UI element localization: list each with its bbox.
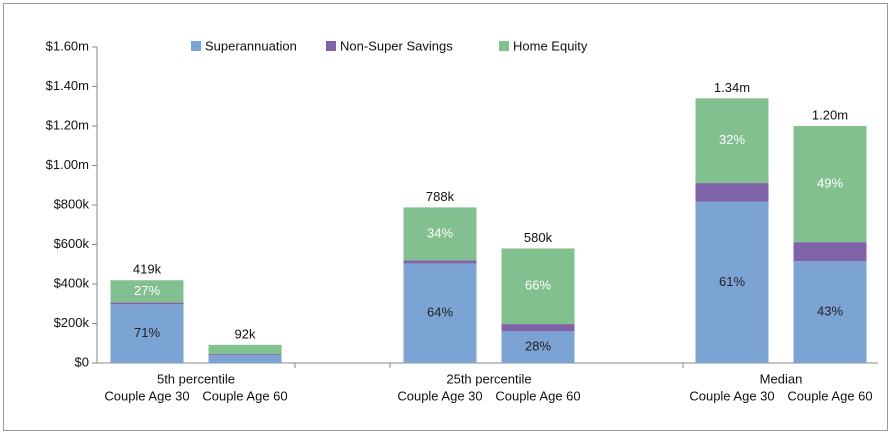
bar-segment: [110, 302, 184, 305]
legend-swatch: [191, 41, 201, 51]
share-label: 64%: [427, 305, 453, 320]
legend-label: Superannuation: [205, 38, 297, 53]
bar-segment: [501, 331, 575, 363]
y-tick-label: $1.00m: [46, 157, 89, 172]
y-tick-label: $1.20m: [46, 117, 89, 132]
x-tick-label: Couple Age 60: [495, 388, 580, 403]
total-label: 1.20m: [812, 107, 848, 122]
total-label: 419k: [133, 262, 162, 277]
y-tick-label: $1.40m: [46, 78, 89, 93]
bar-segment: [403, 260, 477, 264]
x-tick-label: Couple Age 30: [689, 388, 774, 403]
total-label: 788k: [426, 189, 455, 204]
bar-segment: [403, 207, 477, 261]
share-label: 28%: [525, 338, 551, 353]
bar-segment: [695, 183, 769, 202]
share-label: 34%: [427, 225, 453, 240]
group-label: 5th percentile: [157, 371, 235, 386]
y-tick-label: $400k: [54, 275, 90, 290]
bar-segment: [793, 126, 867, 243]
total-label: 1.34m: [714, 80, 750, 95]
share-label: 71%: [134, 325, 160, 340]
bar-segment: [695, 201, 769, 363]
bar-segment: [110, 304, 184, 363]
share-label: 32%: [719, 132, 745, 147]
share-label: 43%: [817, 303, 843, 318]
bar-segment: [501, 324, 575, 332]
y-tick-label: $0: [75, 354, 89, 369]
legend-label: Home Equity: [513, 38, 588, 53]
y-tick-label: $800k: [54, 196, 90, 211]
total-label: 92k: [235, 326, 256, 341]
legend-swatch: [326, 41, 336, 51]
x-tick-label: Couple Age 60: [202, 388, 287, 403]
bar-segment: [208, 355, 282, 363]
share-label: 49%: [817, 176, 843, 191]
x-tick-label: Couple Age 30: [104, 388, 189, 403]
share-label: 61%: [719, 274, 745, 289]
bar-segment: [208, 344, 282, 355]
y-tick-label: $200k: [54, 315, 90, 330]
bar-segment: [793, 261, 867, 363]
x-tick-label: Couple Age 60: [787, 388, 872, 403]
x-tick-label: Couple Age 30: [397, 388, 482, 403]
group-label: 25th percentile: [446, 371, 531, 386]
y-tick-label: $600k: [54, 236, 90, 251]
group-label: Median: [760, 371, 803, 386]
total-label: 580k: [524, 230, 553, 245]
bar-segment: [110, 280, 184, 303]
bar-segment: [208, 354, 282, 356]
legend-swatch: [499, 41, 509, 51]
bar-segment: [695, 98, 769, 184]
bar-segment: [501, 248, 575, 325]
y-tick-label: $1.60m: [46, 38, 89, 53]
legend-label: Non-Super Savings: [340, 38, 453, 53]
bar-segment: [403, 263, 477, 363]
bar-segment: [793, 242, 867, 262]
share-label: 66%: [525, 278, 551, 293]
share-label: 27%: [134, 283, 160, 298]
